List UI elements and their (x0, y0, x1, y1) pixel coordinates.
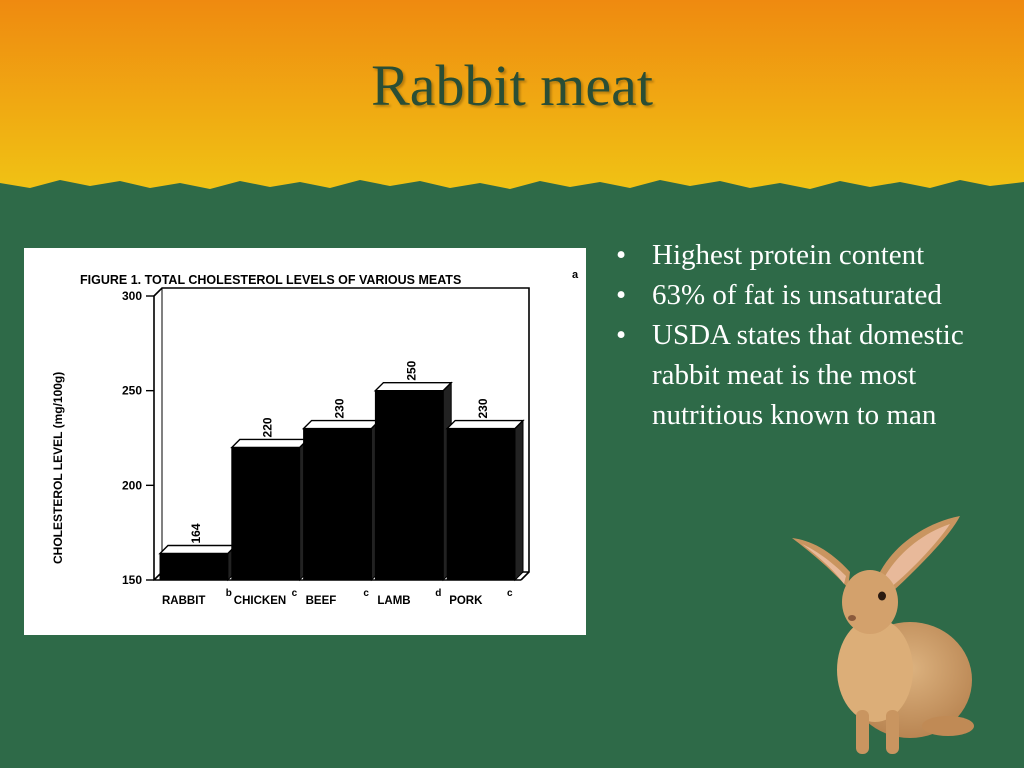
data-label: 164 (189, 523, 203, 543)
rabbit-ear (792, 538, 850, 588)
cholesterol-chart: FIGURE 1. TOTAL CHOLESTEROL LEVELS OF VA… (24, 248, 586, 635)
category-superscript: c (292, 588, 298, 599)
bar (445, 419, 525, 582)
bar (230, 438, 310, 582)
category-label: BEEF (306, 595, 337, 607)
bullet-text: 63% of fat is unsaturated (652, 279, 942, 311)
bullet-dot: • (616, 239, 627, 271)
bullet-item: • 63% of fat is unsaturated (616, 275, 1016, 315)
chart-canvas: FIGURE 1. TOTAL CHOLESTEROL LEVELS OF VA… (51, 269, 579, 607)
bars (158, 381, 525, 582)
y-tick-label: 200 (122, 478, 142, 492)
category-label: RABBIT (162, 595, 205, 607)
y-tick-label: 300 (122, 289, 142, 303)
bullet-list: • Highest protein content • 63% of fat is … (616, 235, 1016, 435)
bar-front (446, 428, 516, 581)
bullet-text: USDA states that domestic rabbit meat is… (652, 319, 964, 431)
category-superscript: d (435, 588, 441, 599)
bar-front (231, 446, 301, 581)
category-superscript: c (507, 588, 513, 599)
category-label: CHICKEN (234, 595, 286, 607)
bar-top (230, 438, 310, 449)
data-label: 230 (476, 398, 490, 418)
rabbit-eye (878, 591, 886, 601)
data-label: 250 (404, 360, 418, 380)
bullet-text: Highest protein content (652, 239, 925, 271)
page-title: Rabbit meat (371, 53, 653, 118)
category-superscript: c (363, 588, 369, 599)
bullet-dot: • (616, 279, 627, 311)
bar-front (374, 390, 444, 581)
chart-title-superscript: a (572, 269, 579, 281)
chart-title: FIGURE 1. TOTAL CHOLESTEROL LEVELS OF VA… (80, 273, 461, 287)
bar-top (373, 381, 453, 392)
bar-top (158, 544, 238, 555)
data-label: 230 (333, 398, 347, 418)
y-tick-label: 150 (122, 573, 142, 587)
y-axis-label: CHOLESTEROL LEVEL (mg/100g) (51, 372, 65, 564)
category-label: LAMB (377, 595, 410, 607)
bullet-item: • USDA states that domestic rabbit meat i… (616, 315, 1016, 435)
title-band (0, 0, 1024, 189)
category-superscript: b (226, 588, 232, 599)
rabbit-photo (792, 516, 974, 754)
bullet-dot: • (616, 319, 627, 351)
bar (158, 544, 238, 582)
bar (373, 381, 453, 582)
bar-top (301, 419, 382, 430)
bar-front (159, 552, 229, 581)
bullet-item: • Highest protein content (616, 235, 1016, 275)
y-axis-ticks: 150 200 250 300 (122, 289, 154, 587)
category-label: PORK (449, 595, 483, 607)
y-tick-label: 250 (122, 384, 142, 398)
bar (301, 419, 382, 582)
data-label: 220 (261, 417, 275, 437)
data-labels: 164 220 230 250 230 (189, 360, 490, 543)
bar-side (514, 419, 524, 582)
bar-top (445, 419, 525, 430)
bar-front (303, 428, 372, 581)
